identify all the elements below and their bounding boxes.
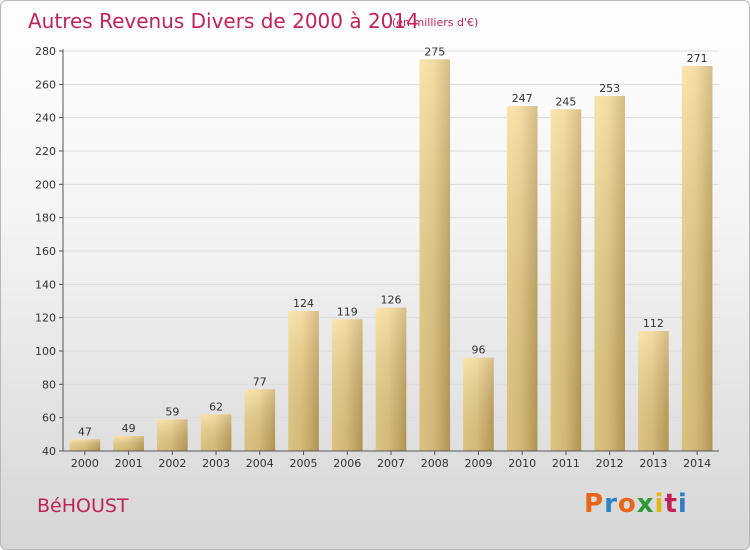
bar-shade	[200, 414, 232, 451]
data-label: 275	[424, 45, 445, 58]
bar-shade	[375, 307, 407, 451]
logo-letter: t	[664, 489, 678, 519]
logo-letter: i	[654, 489, 665, 519]
data-label: 47	[78, 425, 92, 438]
data-label: 119	[337, 305, 358, 318]
bars: 47 49 59 62 77 124 119 126 275 96 247 245 253 112 271	[69, 45, 713, 451]
bar-shade	[331, 319, 363, 451]
x-tick-label: 2007	[377, 457, 405, 470]
y-tick-label: 260	[35, 78, 56, 91]
data-label: 112	[643, 317, 664, 330]
data-label: 253	[599, 82, 620, 95]
bar-shade	[157, 419, 188, 451]
bar-shade	[69, 439, 101, 451]
x-tick-label: 2002	[158, 457, 186, 470]
data-label: 49	[122, 422, 136, 435]
y-tick-label: 100	[35, 345, 56, 358]
y-tick-label: 220	[35, 145, 56, 158]
y-tick-label: 40	[42, 445, 56, 458]
data-label: 96	[471, 344, 485, 357]
bar-shade	[463, 357, 494, 451]
y-tick-label: 160	[35, 245, 56, 258]
bar-shade	[594, 96, 625, 451]
x-tick-label: 2008	[421, 457, 449, 470]
bar-shade	[113, 436, 144, 451]
proxiti-logo: Proxiti	[584, 489, 688, 519]
x-tick-label: 2009	[464, 457, 492, 470]
y-tick-label: 80	[42, 378, 56, 391]
y-tick-label: 180	[35, 212, 56, 225]
y-tick-label: 120	[35, 312, 56, 325]
logo-letter: P	[584, 489, 605, 519]
chart-subtitle: (en milliers d'€)	[392, 16, 479, 29]
bar-shade	[506, 106, 538, 451]
chart-title: Autres Revenus Divers de 2000 à 2014	[28, 9, 419, 33]
bar-shade	[681, 66, 713, 451]
y-tick-label: 200	[35, 178, 56, 191]
x-tick-label: 2012	[596, 457, 624, 470]
data-label: 59	[165, 405, 179, 418]
bar-shade	[419, 59, 451, 451]
x-tick-label: 2004	[246, 457, 274, 470]
y-tick-label: 140	[35, 278, 56, 291]
data-label: 124	[293, 297, 314, 310]
y-tick-label: 280	[35, 45, 56, 58]
x-tick-label: 2000	[71, 457, 99, 470]
y-tick-label: 60	[42, 412, 56, 425]
axes: 40 60 80 100 120 140 160 180 200 220 240 260 280 2000…	[35, 45, 719, 470]
logo-letter: o	[617, 489, 637, 519]
x-tick-label: 2005	[290, 457, 318, 470]
x-tick-label: 2003	[202, 457, 230, 470]
data-label: 62	[209, 400, 223, 413]
bar-shade	[550, 109, 582, 451]
x-tick-label: 2010	[508, 457, 536, 470]
data-label: 271	[687, 52, 708, 65]
data-label: 245	[555, 95, 576, 108]
data-label: 77	[253, 375, 267, 388]
logo-letter: x	[636, 489, 655, 519]
bar-shade	[244, 389, 276, 451]
commune-name: BéHOUST	[37, 495, 129, 517]
bar-shade	[288, 311, 319, 451]
x-tick-label: 2014	[683, 457, 711, 470]
x-tick-label: 2001	[115, 457, 143, 470]
logo-letter: i	[677, 489, 688, 519]
data-label: 247	[512, 92, 533, 105]
x-tick-label: 2013	[639, 457, 667, 470]
data-label: 126	[381, 294, 402, 307]
y-tick-label: 240	[35, 112, 56, 125]
x-tick-label: 2006	[333, 457, 361, 470]
x-tick-label: 2011	[552, 457, 580, 470]
bar-shade	[638, 331, 669, 451]
logo-letter: r	[604, 489, 618, 519]
